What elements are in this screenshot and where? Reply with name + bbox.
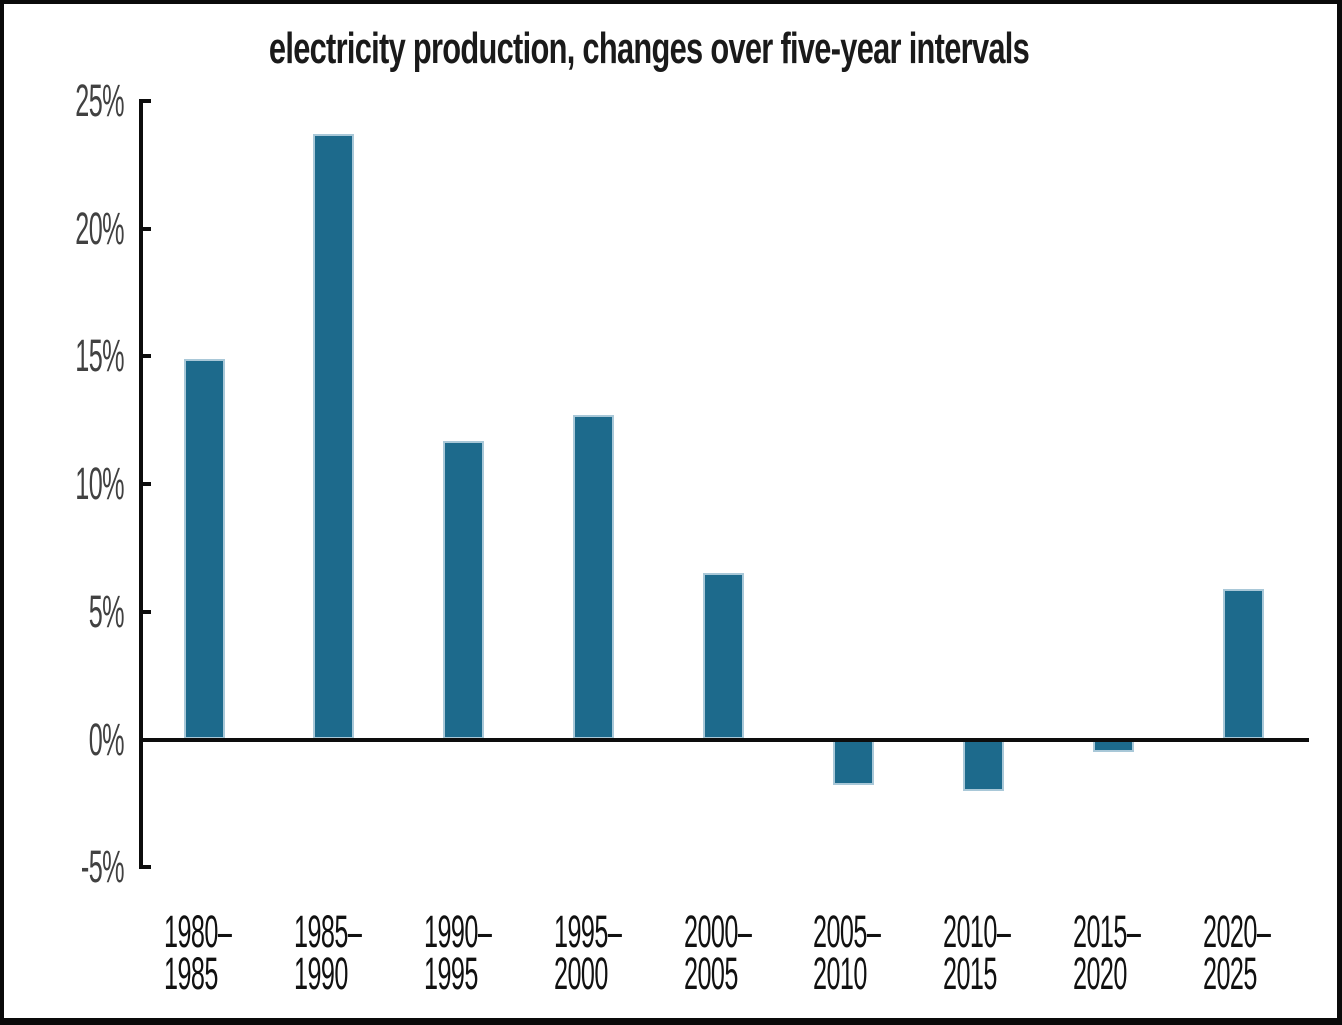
bar-2010–2015 [962, 739, 1004, 791]
bar-2000–2005 [703, 573, 744, 740]
bar-2020–2025 [1222, 588, 1264, 740]
y-tick-label: 20% [75, 202, 124, 254]
bar-1995–2000 [573, 415, 615, 740]
y-tick-label: 0% [88, 713, 125, 765]
x-tick-label: 2020– 2025 [1203, 906, 1271, 999]
x-tick-label: 2010– 2015 [943, 906, 1011, 999]
x-tick-label: 1985– 1990 [293, 906, 362, 999]
zero-baseline [139, 737, 1309, 742]
y-tick-label: 15% [75, 330, 124, 382]
x-tick-label: 2005– 2010 [813, 906, 881, 999]
x-tick-label: 2015– 2020 [1073, 906, 1141, 999]
y-tick-label: 10% [75, 458, 124, 509]
y-tick-label: -5% [80, 841, 125, 893]
bar-2005–2010 [832, 739, 874, 786]
bar-1990–1995 [443, 440, 485, 740]
x-tick-label: 1995– 2000 [553, 906, 622, 999]
bar-1985–1990 [313, 133, 355, 740]
x-tick-label: 1990– 1995 [423, 906, 492, 999]
chart-title: electricity production, changes over fiv… [268, 24, 1030, 73]
y-tick-mark [141, 609, 151, 614]
x-tick-label: 2000– 2005 [683, 906, 752, 999]
plot-area: 25% 20% 15% 10% 5% 0% -5% 1980– 1985 1985– 1990 1… [4, 4, 1337, 1018]
bar-1980–1985 [183, 358, 225, 740]
y-tick-mark [141, 98, 151, 103]
y-tick-mark [141, 354, 151, 359]
x-tick-label: 1980– 1985 [164, 906, 232, 999]
y-tick-label: 25% [75, 74, 124, 126]
y-tick-mark [141, 482, 151, 486]
y-tick-mark [141, 865, 151, 870]
y-tick-label: 5% [88, 585, 125, 637]
y-tick-mark [141, 226, 151, 231]
